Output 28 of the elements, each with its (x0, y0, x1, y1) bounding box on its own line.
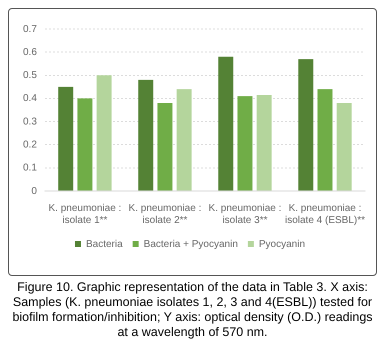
y-tick-label: 0.2 (22, 139, 38, 150)
bar (157, 103, 172, 190)
legend-label: Bacteria (86, 238, 124, 250)
bar (58, 86, 74, 190)
bar (336, 103, 352, 190)
y-tick-label: 0.3 (22, 116, 38, 128)
y-tick-label: 0.6 (22, 46, 38, 58)
x-tick-label: K. pneumoniae : isolate 2** (128, 202, 202, 226)
bar (218, 56, 234, 190)
bar (256, 94, 272, 190)
legend-label: Bacteria + Pyocyanin (144, 238, 238, 250)
bar (318, 89, 332, 190)
x-tick-label: K. pneumoniae : isolate 1** (48, 202, 122, 226)
y-tick-label: 0.5 (22, 70, 38, 82)
y-tick-label: 0.1 (22, 162, 38, 174)
y-tick-label: 0.7 (22, 24, 38, 35)
caption: Figure 10. Graphic representation of the data in Table 3. X axis: Samples (K. pneumoniae isolates 1, 2, 3 and 4(ESBL)) tested for biofilm formation/inhibition; Y axis: optical density (O.D.) readings at a wavelength of 570 nm. (11, 280, 374, 340)
bar (176, 89, 192, 190)
bar (96, 75, 112, 190)
bar (138, 80, 154, 190)
y-tick-label: 0 (31, 186, 38, 197)
legend-label: Pyocyanin (258, 238, 306, 250)
x-tick-label: K. pneumoniae : isolate 4 (ESBL)** (284, 202, 366, 226)
x-tick-label: K. pneumoniae : isolate 3** (208, 202, 282, 226)
bar (77, 98, 92, 190)
y-tick-label: 0.4 (22, 93, 38, 104)
bar (298, 59, 314, 190)
bar (237, 96, 252, 190)
